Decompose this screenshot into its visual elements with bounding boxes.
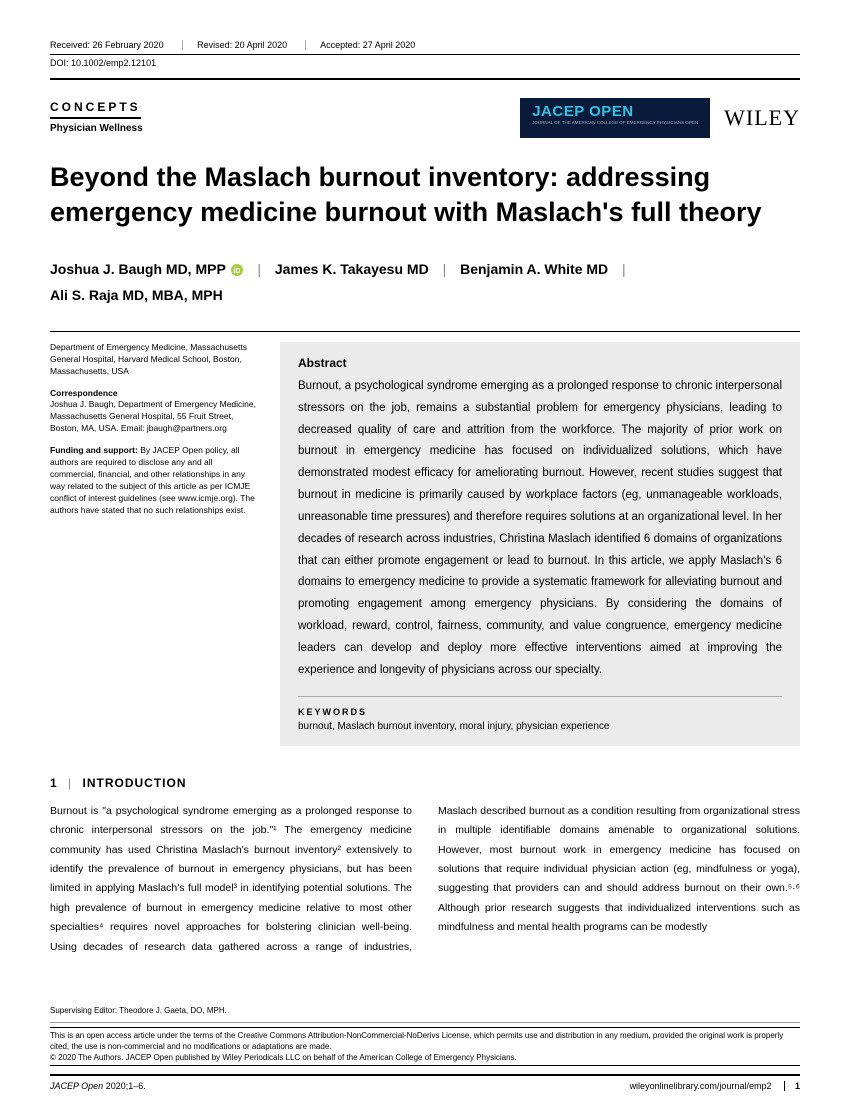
publisher-logo: WILEY: [724, 105, 800, 131]
keywords-body: burnout, Maslach burnout inventory, mora…: [298, 721, 782, 732]
article-type-label: CONCEPTS: [50, 100, 141, 119]
receipt-dates: Received: 26 February 2020 Revised: 20 A…: [50, 40, 800, 55]
doi: DOI: 10.1002/emp2.12101: [50, 55, 800, 80]
page-number: 1: [784, 1081, 800, 1091]
author: Joshua J. Baugh MD, MPP: [50, 261, 226, 277]
body-text: Burnout is "a psychological syndrome eme…: [50, 802, 800, 957]
license-line-2: © 2020 The Authors. JACEP Open published…: [50, 1052, 800, 1063]
orcid-icon: [231, 264, 243, 276]
correspondence-body: Joshua J. Baugh, Department of Emergency…: [50, 399, 256, 433]
author: James K. Takayesu MD: [275, 261, 429, 277]
author-list: Joshua J. Baugh MD, MPP | James K. Takay…: [50, 256, 800, 309]
accepted-date: Accepted: 27 April 2020: [320, 40, 433, 50]
license-block: This is an open access article under the…: [50, 1027, 800, 1067]
abstract-heading: Abstract: [298, 356, 782, 370]
affiliation: Department of Emergency Medicine, Massac…: [50, 342, 260, 378]
journal-url[interactable]: wileyonlinelibrary.com/journal/emp2: [630, 1081, 772, 1091]
keywords-heading: KEYWORDS: [298, 696, 782, 717]
abstract-box: Abstract Burnout, a psychological syndro…: [280, 342, 800, 746]
license-line-1: This is an open access article under the…: [50, 1030, 800, 1052]
funding-body: By JACEP Open policy, all authors are re…: [50, 445, 255, 514]
citation-journal: JACEP Open: [50, 1081, 103, 1091]
footer-bottom-row: JACEP Open 2020;1–6. wileyonlinelibrary.…: [50, 1074, 800, 1093]
abstract-body: Burnout, a psychological syndrome emergi…: [298, 376, 782, 682]
author: Ali S. Raja MD, MBA, MPH: [50, 287, 223, 303]
author: Benjamin A. White MD: [460, 261, 608, 277]
section-number: 1: [50, 776, 58, 790]
header-row: CONCEPTS Physician Wellness JACEP OPEN J…: [50, 98, 800, 138]
funding-heading: Funding and support:: [50, 445, 138, 455]
page-footer: Supervising Editor: Theodore J. Gaeta, D…: [50, 1005, 800, 1093]
citation-rest: 2020;1–6.: [103, 1081, 146, 1091]
article-title: Beyond the Maslach burnout inventory: ad…: [50, 160, 800, 230]
received-date: Received: 26 February 2020: [50, 40, 183, 50]
correspondence-heading: Correspondence: [50, 388, 118, 398]
section-title: INTRODUCTION: [83, 776, 187, 790]
meta-column: Department of Emergency Medicine, Massac…: [50, 342, 260, 746]
revised-date: Revised: 20 April 2020: [197, 40, 306, 50]
journal-badge-subtext: JOURNAL OF THE AMERICAN COLLEGE OF EMERG…: [532, 121, 698, 126]
subdiscipline: Physician Wellness: [50, 123, 143, 134]
section-heading: 1 | INTRODUCTION: [50, 776, 800, 790]
meta-abstract-row: Department of Emergency Medicine, Massac…: [50, 331, 800, 746]
supervising-editor: Supervising Editor: Theodore J. Gaeta, D…: [50, 1005, 800, 1023]
journal-badge: JACEP OPEN JOURNAL OF THE AMERICAN COLLE…: [520, 98, 710, 138]
journal-badge-text: JACEP OPEN: [532, 103, 633, 120]
